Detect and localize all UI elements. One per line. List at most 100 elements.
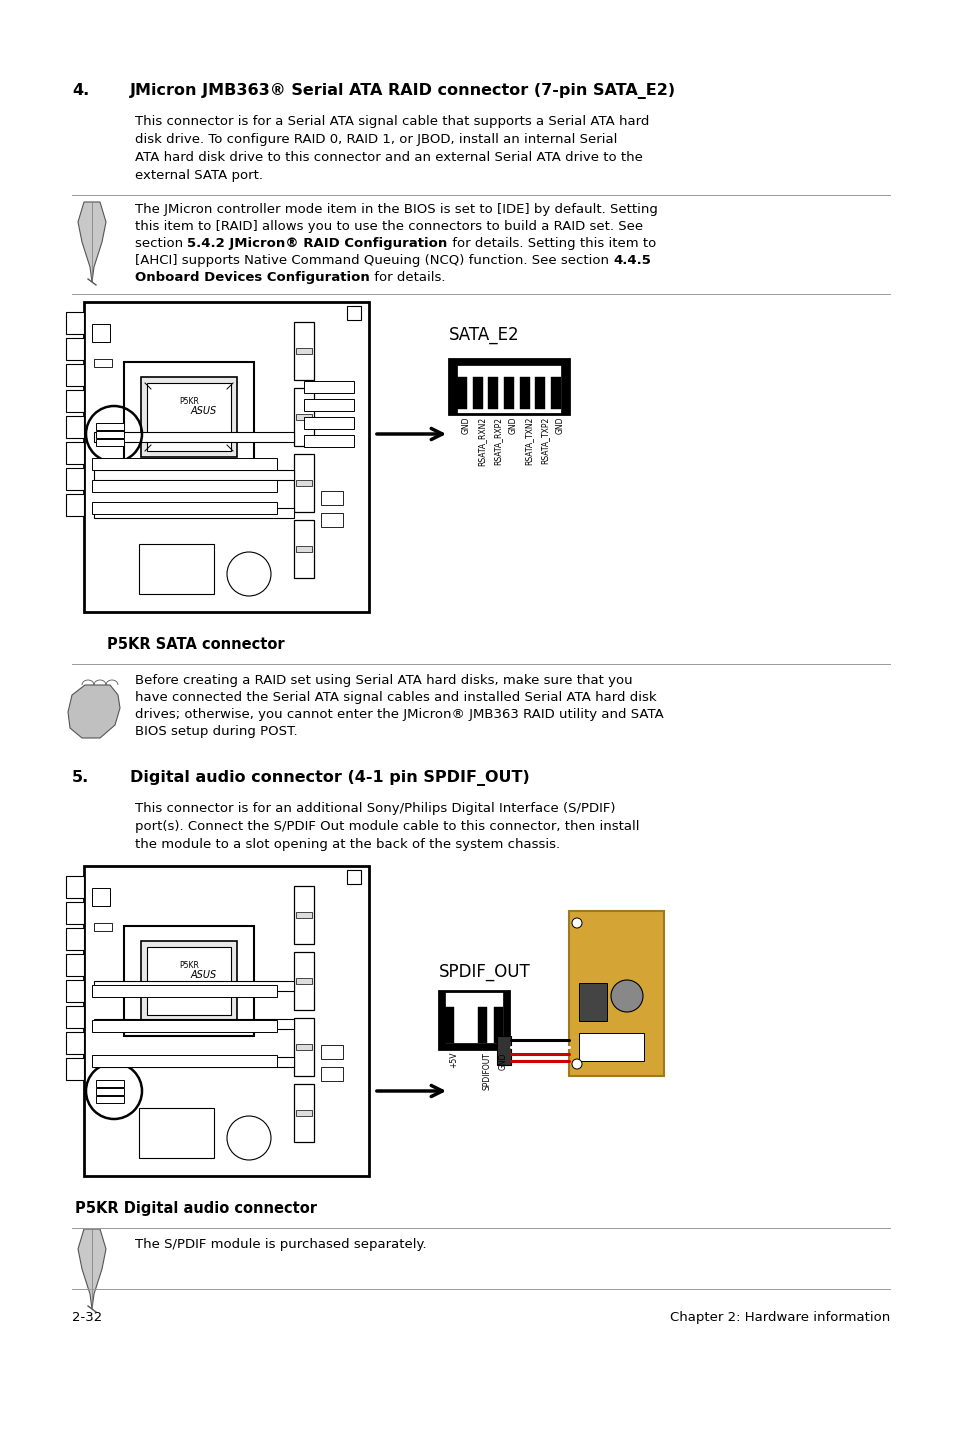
Bar	[124, 362, 253, 472]
Bar	[66, 390, 84, 413]
Text: drives; otherwise, you cannot enter the JMicron® JMB363 RAID utility and SATA: drives; otherwise, you cannot enter the …	[135, 707, 663, 720]
Text: 2-32: 2-32	[71, 1311, 102, 1324]
Bar	[94, 1057, 294, 1067]
Bar	[295, 414, 312, 420]
Text: JMicron JMB363® Serial ATA RAID connector (7-pin SATA_E2): JMicron JMB363® Serial ATA RAID connecto…	[130, 83, 676, 99]
Text: 5.4.2 JMicron® RAID Configuration: 5.4.2 JMicron® RAID Configuration	[187, 237, 447, 250]
Bar	[578, 984, 606, 1021]
Bar	[66, 338, 84, 360]
Bar	[94, 508, 294, 518]
Bar	[96, 1080, 124, 1087]
Text: port(s). Connect the S/PDIF Out module cable to this connector, then install: port(s). Connect the S/PDIF Out module c…	[135, 820, 639, 833]
Text: for details. Setting this item to: for details. Setting this item to	[447, 237, 656, 250]
Circle shape	[227, 552, 271, 595]
Text: GND: GND	[461, 417, 471, 434]
Bar	[96, 1089, 124, 1094]
Text: P5KR: P5KR	[179, 397, 199, 407]
Bar	[66, 364, 84, 385]
Bar	[477, 1007, 486, 1043]
Bar	[294, 1018, 314, 1076]
Bar	[295, 546, 312, 552]
Bar	[488, 377, 497, 408]
Text: this item to [RAID] allows you to use the connectors to build a RAID set. See: this item to [RAID] allows you to use th…	[135, 220, 642, 233]
Bar	[502, 991, 509, 1048]
Text: The S/PDIF module is purchased separately.: The S/PDIF module is purchased separatel…	[135, 1238, 426, 1251]
Circle shape	[572, 917, 581, 928]
Bar	[91, 502, 276, 513]
Text: Chapter 2: Hardware information: Chapter 2: Hardware information	[669, 1311, 889, 1324]
Bar	[472, 377, 482, 408]
Text: Digital audio connector (4-1 pin SPDIF_OUT): Digital audio connector (4-1 pin SPDIF_O…	[130, 769, 529, 787]
Bar	[449, 360, 568, 365]
Bar	[91, 985, 276, 997]
Bar	[320, 1067, 343, 1081]
Bar	[139, 544, 213, 594]
Text: +5V: +5V	[449, 1053, 458, 1068]
Bar	[444, 1007, 454, 1043]
Text: ATA hard disk drive to this connector and an external Serial ATA drive to the: ATA hard disk drive to this connector an…	[135, 151, 642, 164]
Bar	[294, 952, 314, 1009]
Bar	[66, 495, 84, 516]
Text: BIOS setup during POST.: BIOS setup during POST.	[135, 725, 297, 738]
Text: GND: GND	[556, 417, 564, 434]
Bar	[94, 470, 294, 480]
Bar	[91, 457, 276, 470]
Bar	[295, 912, 312, 917]
Bar	[438, 991, 509, 1048]
Text: have connected the Serial ATA signal cables and installed Serial ATA hard disk: have connected the Serial ATA signal cab…	[135, 692, 656, 705]
Bar	[66, 467, 84, 490]
Bar	[578, 1032, 643, 1061]
Bar	[494, 1007, 502, 1043]
Text: 5.: 5.	[71, 769, 90, 785]
Polygon shape	[68, 684, 120, 738]
Bar	[304, 436, 354, 447]
Text: P5KR Digital audio connector: P5KR Digital audio connector	[75, 1201, 316, 1217]
Bar	[503, 377, 514, 408]
Circle shape	[610, 981, 642, 1012]
Text: for details.: for details.	[370, 270, 445, 283]
Bar	[139, 1109, 213, 1158]
Bar	[304, 398, 354, 411]
Text: SPDIFOUT: SPDIFOUT	[481, 1053, 491, 1090]
Text: RSATA_RXP2: RSATA_RXP2	[493, 417, 502, 464]
Text: The JMicron controller mode item in the BIOS is set to [IDE] by default. Setting: The JMicron controller mode item in the …	[135, 203, 658, 216]
Bar	[94, 981, 294, 991]
Bar	[66, 1007, 84, 1028]
Bar	[147, 948, 231, 1015]
Text: SPDIF_OUT: SPDIF_OUT	[438, 963, 530, 981]
Text: Before creating a RAID set using Serial ATA hard disks, make sure that you: Before creating a RAID set using Serial …	[135, 674, 632, 687]
Bar	[438, 1043, 509, 1048]
Bar	[560, 360, 568, 414]
Bar	[438, 991, 444, 1048]
Text: section: section	[135, 237, 187, 250]
Bar	[347, 306, 360, 321]
Bar	[449, 360, 568, 414]
Bar	[96, 1096, 124, 1103]
Bar	[519, 377, 529, 408]
Polygon shape	[78, 201, 106, 282]
Bar	[320, 1045, 343, 1058]
Text: This connector is for an additional Sony/Philips Digital Interface (S/PDIF): This connector is for an additional Sony…	[135, 802, 615, 815]
Bar	[294, 322, 314, 380]
Bar	[94, 1020, 294, 1030]
Bar	[91, 1055, 276, 1067]
Bar	[568, 912, 663, 1076]
Bar	[294, 521, 314, 578]
Circle shape	[227, 1116, 271, 1160]
Bar	[84, 866, 369, 1176]
Bar	[294, 454, 314, 512]
Bar	[320, 513, 343, 526]
Text: GND: GND	[509, 417, 517, 434]
Text: GND: GND	[498, 1053, 507, 1070]
Bar	[84, 302, 369, 613]
Bar	[304, 381, 354, 393]
Bar	[91, 1020, 276, 1032]
Text: the module to a slot opening at the back of the system chassis.: the module to a slot opening at the back…	[135, 838, 559, 851]
Bar	[295, 348, 312, 354]
Text: RSATA_TXN2: RSATA_TXN2	[524, 417, 533, 466]
Text: SATA_E2: SATA_E2	[449, 326, 519, 344]
Text: disk drive. To configure RAID 0, RAID 1, or JBOD, install an internal Serial: disk drive. To configure RAID 0, RAID 1,…	[135, 132, 617, 147]
Bar	[294, 1084, 314, 1142]
Text: ASUS: ASUS	[191, 406, 217, 416]
Bar	[66, 1032, 84, 1054]
